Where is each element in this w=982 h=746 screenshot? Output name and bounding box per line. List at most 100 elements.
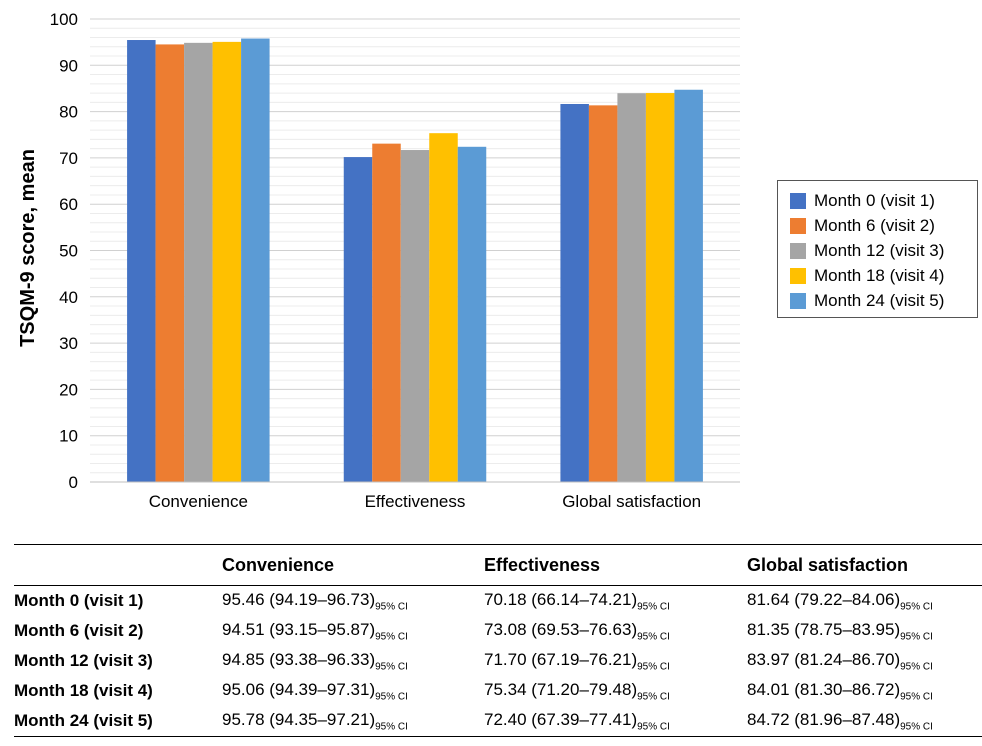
legend-label: Month 12 (visit 3) [814, 240, 945, 260]
cell-value: 73.08 (69.53–76.63) [484, 619, 638, 639]
legend-item: Month 12 (visit 3) [790, 238, 977, 263]
cell-value: 84.01 (81.30–86.72) [747, 679, 901, 699]
bars [127, 38, 703, 483]
results-table: Convenience Effectiveness Global satisfa… [14, 544, 982, 737]
ci-subscript: 95% CI [375, 601, 408, 613]
cell-value: 70.18 (66.14–74.21) [484, 589, 638, 609]
y-tick-label: 70 [59, 149, 78, 168]
y-tick-label: 0 [69, 473, 78, 492]
table-cell: 71.70 (67.19–76.21)95% CI [484, 646, 747, 676]
table-cell: 81.64 (79.22–84.06)95% CI [747, 586, 982, 617]
table-row: Month 12 (visit 3) 94.85 (93.38–96.33)95%… [14, 646, 982, 676]
legend-item: Month 6 (visit 2) [790, 213, 977, 238]
legend-swatch [790, 267, 806, 284]
y-axis-label: TSQM-9 score, mean [17, 149, 39, 347]
x-tick-label: Global satisfaction [562, 492, 701, 511]
ci-subscript: 95% CI [637, 721, 670, 733]
y-tick-label: 50 [59, 242, 78, 261]
table-cell: 95.46 (94.19–96.73)95% CI [222, 586, 484, 617]
cell-value: 95.06 (94.39–97.31) [222, 679, 376, 699]
legend-label: Month 0 (visit 1) [814, 190, 935, 210]
bar [241, 38, 270, 482]
cell-value: 81.64 (79.22–84.06) [747, 589, 901, 609]
y-tick-label: 30 [59, 334, 78, 353]
legend-swatch [790, 292, 806, 309]
table-row: Month 24 (visit 5) 95.78 (94.35–97.21)95%… [14, 706, 982, 737]
cell-value: 95.78 (94.35–97.21) [222, 709, 376, 729]
row-label: Month 6 (visit 2) [14, 621, 144, 640]
y-tick-label: 80 [59, 103, 78, 122]
y-tick-label: 60 [59, 195, 78, 214]
x-tick-label: Convenience [149, 492, 248, 511]
table-row: Month 0 (visit 1) 95.46 (94.19–96.73)95% … [14, 586, 982, 617]
table-cell: 72.40 (67.39–77.41)95% CI [484, 706, 747, 737]
ci-subscript: 95% CI [637, 661, 670, 673]
table-header-global-satisfaction: Global satisfaction [747, 544, 982, 586]
ci-subscript: 95% CI [637, 631, 670, 643]
ci-subscript: 95% CI [375, 691, 408, 703]
y-tick-label: 90 [59, 56, 78, 75]
bar [212, 41, 242, 483]
cell-value: 94.85 (93.38–96.33) [222, 649, 376, 669]
bar [155, 44, 185, 482]
table-cell: 84.01 (81.30–86.72)95% CI [747, 676, 982, 706]
cell-value: 84.72 (81.96–87.48) [747, 709, 901, 729]
cell-value: 94.51 (93.15–95.87) [222, 619, 376, 639]
ci-subscript: 95% CI [900, 691, 933, 703]
table-cell: 81.35 (78.75–83.95)95% CI [747, 616, 982, 646]
table-cell: 84.72 (81.96–87.48)95% CI [747, 706, 982, 737]
legend-swatch [790, 217, 806, 234]
cell-value: 72.40 (67.39–77.41) [484, 709, 638, 729]
row-label: Month 24 (visit 5) [14, 706, 222, 737]
row-label: Month 0 (visit 1) [14, 591, 144, 610]
y-tick-label: 10 [59, 427, 78, 446]
table-cell: 95.78 (94.35–97.21)95% CI [222, 706, 484, 737]
cell-value: 81.35 (78.75–83.95) [747, 619, 901, 639]
table-row: Month 6 (visit 2) 94.51 (93.15–95.87) 95% … [14, 616, 982, 646]
bar-chart: 0 10 20 30 40 50 60 70 80 90 100 Convenience Effect… [17, 10, 740, 511]
table-cell: 70.18 (66.14–74.21)95% CI [484, 586, 747, 617]
table-cell: 75.34 (71.20–79.48)95% CI [484, 676, 747, 706]
table-cell: 94.85 (93.38–96.33)95% CI [222, 646, 484, 676]
legend-item: Month 24 (visit 5) [790, 288, 977, 313]
bar [588, 105, 618, 483]
table-header-row: Convenience Effectiveness Global satisfa… [14, 544, 982, 586]
table-cell: 73.08 (69.53–76.63)95% CI [484, 616, 747, 646]
table-cell: 95.06 (94.39–97.31)95% CI [222, 676, 484, 706]
ci-subscript: 95% CI [900, 721, 933, 733]
table-header-effectiveness: Effectiveness [484, 544, 747, 586]
bar [184, 42, 213, 482]
cell-value: 75.34 (71.20–79.48) [484, 679, 638, 699]
bar [674, 89, 703, 482]
ci-subscript: 95% CI [375, 721, 408, 733]
bar [617, 93, 646, 482]
y-axis-ticks: 0 10 20 30 40 50 60 70 80 90 100 [50, 10, 78, 492]
cell-value: 71.70 (67.19–76.21) [484, 649, 638, 669]
bar [372, 143, 401, 483]
legend-item: Month 18 (visit 4) [790, 263, 977, 288]
y-tick-label: 40 [59, 288, 78, 307]
legend-item: Month 0 (visit 1) [790, 188, 977, 213]
ci-subscript: 95% CI [637, 601, 670, 613]
bar [127, 40, 156, 482]
table-header-convenience: Convenience [222, 544, 484, 586]
y-tick-label: 100 [50, 10, 78, 29]
bar [645, 93, 675, 483]
ci-subscript: 95% CI [900, 601, 933, 613]
legend-swatch [790, 192, 806, 209]
legend-label: Month 18 (visit 4) [814, 265, 945, 285]
chart-legend: Month 0 (visit 1) Month 6 (visit 2) Month … [777, 180, 978, 318]
row-label: Month 18 (visit 4) [14, 681, 153, 700]
bar [400, 150, 430, 483]
cell-value: 95.46 (94.19–96.73) [222, 589, 376, 609]
row-label: Month 12 (visit 3) [14, 651, 153, 670]
table-row: Month 18 (visit 4) 95.06 (94.39–97.31)95%… [14, 676, 982, 706]
bar [429, 133, 458, 483]
ci-subscript: 95% CI [900, 661, 933, 673]
legend-label: Month 6 (visit 2) [814, 215, 935, 235]
cell-value: 83.97 (81.24–86.70) [747, 649, 901, 669]
legend-label: Month 24 (visit 5) [814, 290, 945, 310]
y-tick-label: 20 [59, 380, 78, 399]
ci-subscript: 95% CI [637, 691, 670, 703]
bar [457, 146, 487, 482]
